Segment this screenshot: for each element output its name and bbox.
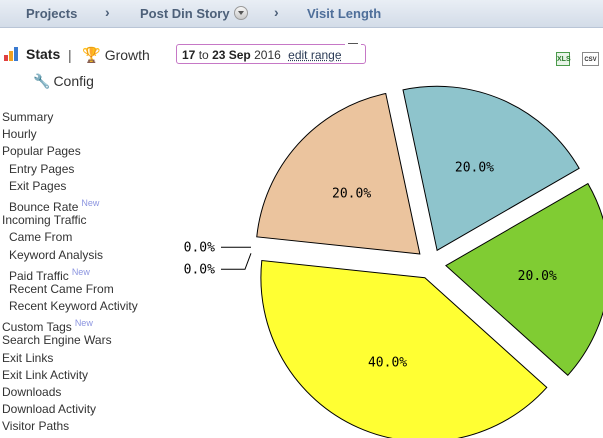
trophy-icon: 🏆	[82, 47, 101, 64]
tab-stats[interactable]: Stats	[4, 46, 60, 62]
sidebar-item-entry-pages[interactable]: Entry Pages	[9, 161, 75, 176]
new-badge: New	[71, 266, 90, 277]
pie-slice	[256, 92, 421, 255]
sidebar-item-downloads[interactable]: Downloads	[2, 385, 62, 399]
sidebar-item-recent-keyword-activity[interactable]: Recent Keyword Activity	[9, 299, 138, 314]
tab-separator: |	[68, 47, 72, 63]
minimize-icon[interactable]	[345, 39, 361, 47]
pie-slice-label: 20.0%	[455, 160, 494, 175]
csv-export-icon[interactable]: CSV	[582, 52, 599, 66]
range-end: 23 Sep	[212, 48, 251, 62]
wrench-icon: 🔧	[33, 73, 51, 89]
tab-config[interactable]: 🔧 Config	[33, 73, 94, 89]
sidebar-item-hourly[interactable]: Hourly	[2, 127, 37, 142]
sidebar-item-bounce-rate[interactable]: Bounce Rate New	[9, 197, 100, 214]
sidebar-item-summary[interactable]: Summary	[2, 110, 54, 124]
pie-slice-label: 20.0%	[332, 187, 371, 202]
breadcrumb: Projects › Post Din Story › Visit Length	[0, 0, 603, 28]
pie-slice	[445, 182, 603, 377]
sidebar-item-incoming-traffic[interactable]: Incoming Traffic	[2, 213, 87, 228]
sidebar-item-custom-tags[interactable]: Custom Tags New	[2, 318, 93, 335]
pie-slice	[260, 260, 548, 438]
pie-slice-label: 0.0%	[184, 262, 215, 277]
edit-range-link[interactable]: edit range	[288, 48, 342, 62]
sidebar-item-exit-links[interactable]: Exit Links	[2, 350, 54, 365]
breadcrumb-current: Visit Length	[307, 6, 382, 21]
sidebar-item-popular-pages[interactable]: Popular Pages	[2, 144, 81, 159]
pie-slice-label: 20.0%	[518, 269, 557, 284]
sidebar-item-search-engine-wars[interactable]: Search Engine Wars	[2, 333, 112, 348]
sidebar-item-recent-came-from[interactable]: Recent Came From	[9, 281, 114, 296]
breadcrumb-project[interactable]: Post Din Story	[140, 6, 248, 21]
range-to: to	[198, 48, 209, 62]
breadcrumb-separator-icon: ›	[105, 4, 110, 20]
project-dropdown-icon[interactable]	[233, 6, 248, 20]
sidebar-item-download-activity[interactable]: Download Activity	[2, 402, 97, 417]
pie-slice	[402, 85, 580, 252]
sidebar-item-exit-pages[interactable]: Exit Pages	[9, 178, 67, 193]
sidebar-item-keyword-analysis[interactable]: Keyword Analysis	[9, 247, 104, 262]
range-start: 17	[182, 48, 196, 62]
sidebar-nav: Summary Hourly Popular Pages Entry Pages…	[2, 109, 138, 436]
tab-growth[interactable]: 🏆 Growth	[82, 47, 150, 64]
pie-leader-line	[220, 253, 252, 270]
sidebar-item-exit-link-activity[interactable]: Exit Link Activity	[2, 367, 89, 382]
date-range-picker[interactable]: 17 to 23 Sep 2016 edit range	[176, 39, 366, 64]
pie-slice-label: 0.0%	[184, 240, 215, 255]
bar-chart-icon	[4, 47, 22, 61]
excel-export-icon[interactable]: XLS	[556, 52, 571, 66]
breadcrumb-projects[interactable]: Projects	[26, 6, 78, 21]
sidebar-item-came-from[interactable]: Came From	[9, 230, 73, 245]
range-year: 2016	[254, 48, 281, 62]
breadcrumb-separator-icon: ›	[274, 4, 279, 20]
pie-slice-label: 40.0%	[368, 356, 407, 371]
new-badge: New	[74, 318, 93, 329]
sidebar-item-paid-traffic[interactable]: Paid Traffic New	[9, 266, 90, 283]
sidebar-item-visitor-paths[interactable]: Visitor Paths	[2, 419, 70, 434]
new-badge: New	[81, 197, 100, 208]
